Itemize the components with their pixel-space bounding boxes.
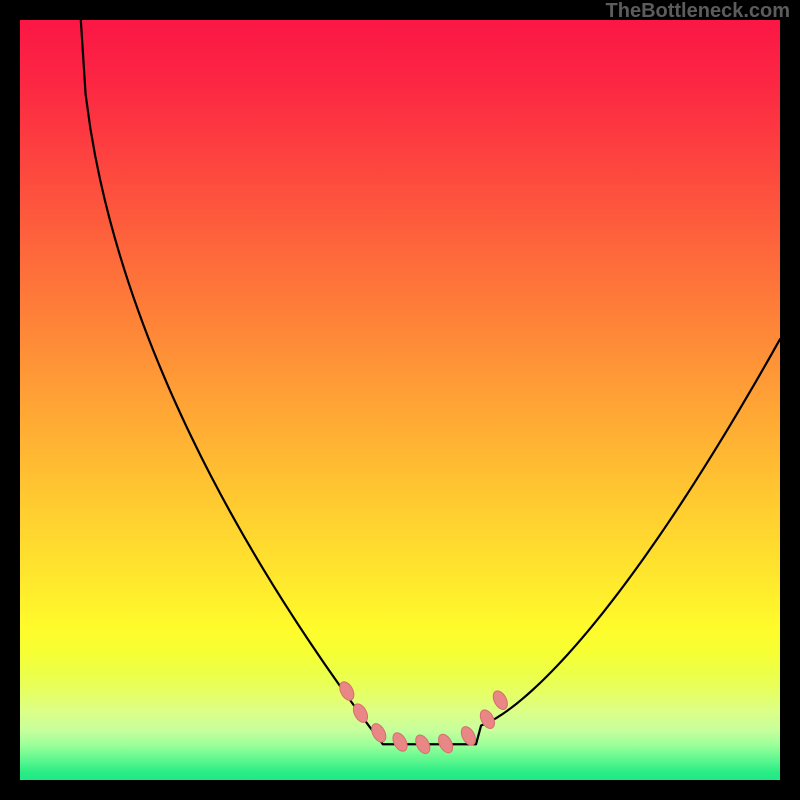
chart-background <box>20 20 780 780</box>
chart-svg <box>0 0 800 800</box>
watermark-text: TheBottleneck.com <box>606 0 790 23</box>
chart-root: TheBottleneck.com <box>0 0 800 800</box>
